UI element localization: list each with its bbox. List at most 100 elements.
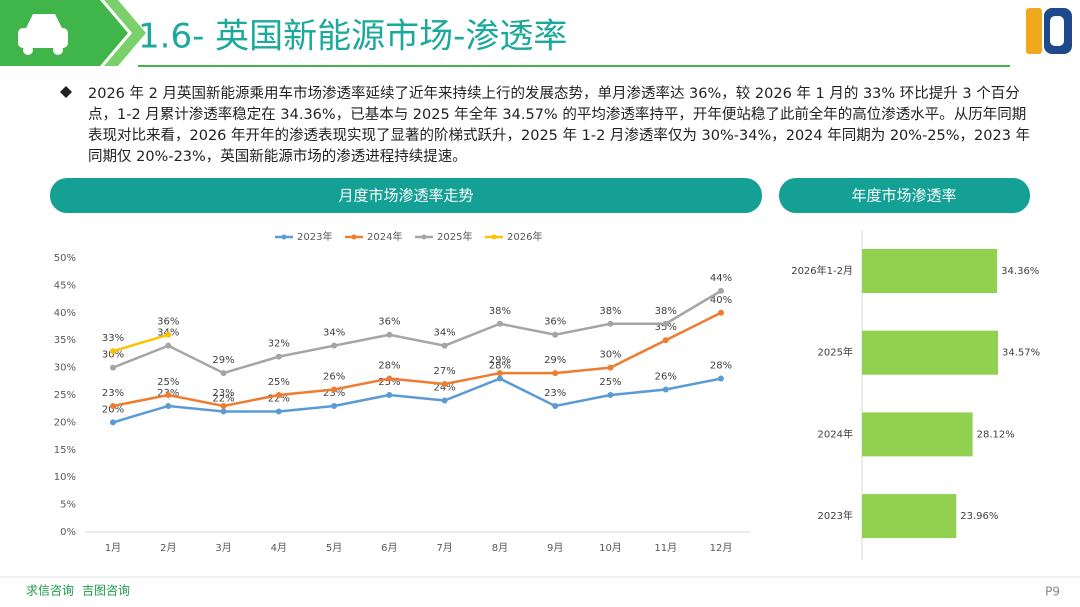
data-label: 25% bbox=[157, 377, 179, 388]
data-label: 28.12% bbox=[977, 429, 1015, 440]
point bbox=[607, 392, 614, 398]
data-label: 24% bbox=[434, 382, 456, 393]
point bbox=[718, 287, 724, 294]
car-icon bbox=[18, 14, 68, 55]
y-tick-label: 25% bbox=[54, 390, 76, 401]
data-label: 36% bbox=[544, 317, 566, 328]
x-tick-label: 5月 bbox=[326, 542, 342, 554]
data-label: 25% bbox=[268, 377, 290, 388]
point bbox=[386, 392, 393, 398]
point bbox=[607, 320, 614, 327]
point bbox=[662, 320, 669, 327]
point bbox=[110, 402, 116, 409]
y-tick-label: 30% bbox=[54, 363, 76, 374]
section-header bbox=[779, 178, 1030, 213]
data-label: 34.36% bbox=[1001, 266, 1039, 277]
point bbox=[110, 419, 116, 426]
legend-label: 2023年 bbox=[297, 230, 332, 243]
point bbox=[331, 386, 338, 393]
chart-title: 年度市场渗透率 bbox=[851, 187, 956, 205]
data-label: 29% bbox=[544, 355, 566, 366]
data-label: 25% bbox=[378, 377, 400, 388]
y-tick-label: 10% bbox=[54, 472, 76, 483]
data-label: 22% bbox=[212, 393, 234, 404]
data-label: 29% bbox=[489, 355, 511, 366]
point bbox=[441, 381, 448, 388]
y-tick-label: 2025年 bbox=[818, 346, 853, 359]
y-tick-label: 45% bbox=[54, 280, 76, 291]
point bbox=[718, 309, 724, 316]
series-line bbox=[112, 311, 722, 408]
point bbox=[496, 320, 503, 327]
x-tick-label: 12月 bbox=[710, 542, 733, 554]
point bbox=[441, 397, 448, 404]
point bbox=[552, 331, 559, 338]
series-line bbox=[112, 377, 722, 424]
point bbox=[220, 402, 227, 409]
bullet bbox=[60, 86, 72, 98]
legend-label: 2026年 bbox=[507, 230, 542, 243]
x-tick-label: 6月 bbox=[381, 542, 397, 554]
bar bbox=[862, 494, 957, 539]
point bbox=[496, 375, 503, 382]
point bbox=[662, 386, 669, 393]
y-tick-label: 2026年1-2月 bbox=[791, 264, 853, 277]
legend-swatch bbox=[421, 234, 427, 240]
point bbox=[331, 402, 338, 409]
point bbox=[275, 408, 282, 415]
point bbox=[552, 402, 559, 409]
point bbox=[386, 375, 393, 382]
x-tick-label: 7月 bbox=[436, 542, 452, 554]
section-header bbox=[50, 178, 762, 213]
data-label: 28% bbox=[489, 361, 511, 372]
y-tick-label: 15% bbox=[54, 445, 76, 456]
data-label: 34% bbox=[323, 328, 345, 339]
x-tick-label: 9月 bbox=[547, 542, 563, 554]
y-tick-label: 2023年 bbox=[818, 509, 853, 522]
legend-swatch bbox=[281, 234, 287, 240]
x-tick-label: 1月 bbox=[105, 542, 121, 554]
data-label: 30% bbox=[599, 350, 621, 361]
data-label: 35% bbox=[655, 322, 677, 333]
legend-swatch bbox=[351, 234, 357, 240]
bar bbox=[862, 249, 998, 293]
point bbox=[386, 331, 393, 338]
x-tick-label: 10月 bbox=[599, 542, 622, 554]
header-chevron bbox=[104, 0, 146, 66]
bar bbox=[862, 330, 998, 375]
data-label: 20% bbox=[102, 404, 124, 415]
point bbox=[165, 402, 172, 409]
y-tick-label: 20% bbox=[54, 417, 76, 428]
data-label: 26% bbox=[655, 372, 677, 383]
footer-brand: 吉图咨询 bbox=[82, 583, 130, 598]
data-label: 34% bbox=[434, 328, 456, 339]
data-label: 32% bbox=[268, 339, 290, 350]
y-tick-label: 0% bbox=[60, 527, 76, 538]
legend-label: 2025年 bbox=[437, 230, 472, 243]
y-tick-label: 35% bbox=[54, 335, 76, 346]
point bbox=[110, 348, 116, 355]
point bbox=[718, 375, 724, 382]
y-tick-label: 5% bbox=[60, 500, 76, 511]
point bbox=[441, 342, 448, 349]
data-label: 33% bbox=[102, 333, 124, 344]
series-line bbox=[112, 289, 722, 375]
point bbox=[552, 370, 559, 377]
y-tick-label: 40% bbox=[54, 308, 76, 319]
legend-swatch bbox=[491, 234, 497, 240]
data-label: 23% bbox=[544, 388, 566, 399]
data-label: 44% bbox=[710, 273, 732, 284]
data-label: 22% bbox=[268, 393, 290, 404]
data-label: 25% bbox=[599, 377, 621, 388]
point bbox=[220, 408, 227, 415]
page-number: P9 bbox=[1045, 585, 1060, 599]
data-label: 29% bbox=[212, 355, 234, 366]
point bbox=[110, 364, 116, 371]
data-label: 38% bbox=[489, 306, 511, 317]
data-label: 28% bbox=[710, 361, 732, 372]
point bbox=[275, 353, 282, 360]
x-tick-label: 8月 bbox=[492, 542, 508, 554]
data-label: 23% bbox=[102, 388, 124, 399]
bar bbox=[862, 412, 973, 457]
data-label: 23% bbox=[323, 388, 345, 399]
